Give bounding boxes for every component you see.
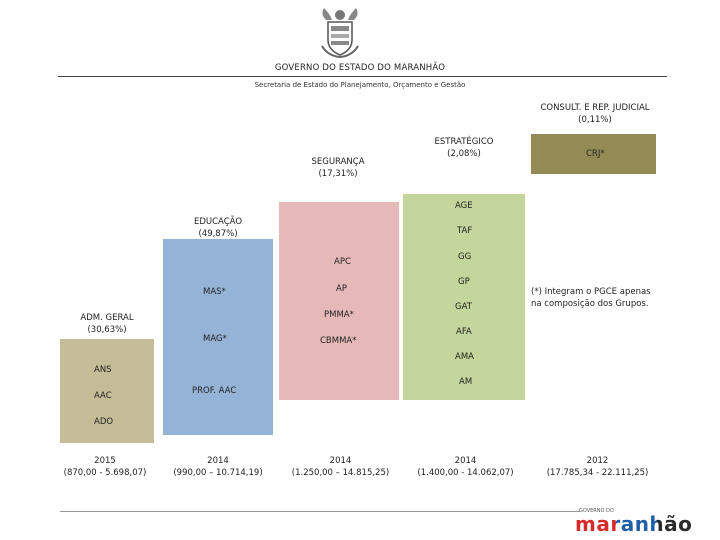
category-name-estrategico: ESTRATÉGICO xyxy=(434,137,494,147)
category-share-crj: (0,11%) xyxy=(578,115,612,125)
group-item: AGE xyxy=(455,201,473,211)
bar-estrategico xyxy=(403,194,525,400)
group-item: GAT xyxy=(455,302,472,312)
range-value: (1.250,00 – 14.815,25) xyxy=(291,468,390,478)
bar-consult-rep-judicial xyxy=(531,134,656,174)
category-label-seguranca: SEGURANÇA (17,31%) xyxy=(283,156,393,180)
bar-adm-geral xyxy=(60,339,154,443)
header-title: GOVERNO DO ESTADO DO MARANHÃO xyxy=(274,63,446,73)
category-label-crj: CONSULT. E REP. JUDICIAL (0,11%) xyxy=(520,102,670,126)
range-label-educacao: 2014 (990,00 – 10.714,19) xyxy=(158,455,278,479)
year-label: 2014 xyxy=(454,456,477,466)
footnote: (*) Integram o PGCE apenas na composição… xyxy=(531,287,651,309)
group-item: TAF xyxy=(457,226,473,236)
group-item: AFA xyxy=(456,327,472,337)
group-item: AAC xyxy=(94,391,112,401)
header-subtitle: Secretaria de Estado do Planejamento, Or… xyxy=(254,81,466,89)
maranhao-logo: GOVERNO DO maranhão xyxy=(575,508,695,538)
year-label: 2015 xyxy=(94,456,116,466)
category-share-estrategico: (2,08%) xyxy=(447,149,481,159)
category-share-adm: (30,63%) xyxy=(87,325,127,335)
bar-educacao xyxy=(163,239,273,435)
range-value: (17.785,34 - 22.111,25) xyxy=(546,468,649,478)
group-item: AP xyxy=(336,284,347,294)
group-item: AMA xyxy=(455,352,474,362)
footer-divider xyxy=(60,511,580,512)
group-item: ANS xyxy=(94,365,112,375)
year-label: 2014 xyxy=(329,456,352,466)
group-item: CBMMA* xyxy=(320,336,357,346)
logo-top-text: GOVERNO DO xyxy=(579,508,614,514)
category-share-educacao: (49,87%) xyxy=(198,229,238,239)
group-item: PROF. AAC xyxy=(192,386,237,396)
category-label-adm: ADM. GERAL (30,63%) xyxy=(52,312,162,336)
category-name-seguranca: SEGURANÇA xyxy=(311,157,365,167)
logo-wordmark: maranhão xyxy=(575,512,693,536)
range-label-seguranca: 2014 (1.250,00 – 14.815,25) xyxy=(278,455,403,479)
category-share-seguranca: (17,31%) xyxy=(318,169,358,179)
group-item: GG xyxy=(458,252,472,262)
range-label-adm: 2015 (870,00 - 5.698,07) xyxy=(50,455,160,479)
range-value: (870,00 - 5.698,07) xyxy=(63,468,147,478)
category-name-crj: CONSULT. E REP. JUDICIAL xyxy=(540,103,650,113)
group-item: MAG* xyxy=(203,334,227,344)
category-label-estrategico: ESTRATÉGICO (2,08%) xyxy=(405,136,523,160)
group-item: MAS* xyxy=(203,287,226,297)
range-value: (990,00 – 10.714,19) xyxy=(173,468,263,478)
range-value: (1.400,00 - 14.062,07) xyxy=(417,468,514,478)
bar-seguranca xyxy=(279,202,399,400)
group-item: PMMA* xyxy=(324,310,354,320)
group-item: APC xyxy=(334,257,351,267)
range-label-crj: 2012 (17.785,34 - 22.111,25) xyxy=(530,455,665,479)
group-item: AM xyxy=(459,377,473,387)
category-name-educacao: EDUCAÇÃO xyxy=(193,217,243,227)
group-item: CRJ* xyxy=(586,149,605,159)
year-label: 2012 xyxy=(586,456,609,466)
group-item: GP xyxy=(458,277,470,287)
year-label: 2014 xyxy=(207,456,229,466)
group-item: ADO xyxy=(94,417,114,427)
category-name-adm: ADM. GERAL xyxy=(80,313,134,323)
range-label-estrategico: 2014 (1.400,00 - 14.062,07) xyxy=(403,455,528,479)
coat-of-arms-icon xyxy=(316,6,364,59)
category-label-educacao: EDUCAÇÃO (49,87%) xyxy=(163,216,273,240)
header-divider xyxy=(58,76,667,77)
